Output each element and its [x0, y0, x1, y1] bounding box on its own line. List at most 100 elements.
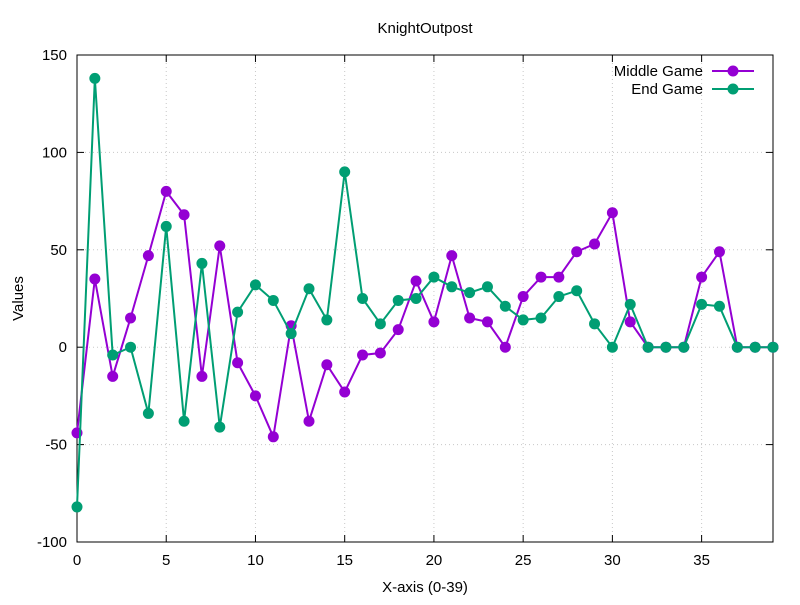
legend-marker	[727, 65, 739, 77]
legend-item: End Game	[631, 81, 754, 98]
grid-lines	[77, 55, 773, 542]
y-tick-label: -100	[37, 534, 67, 551]
data-point	[517, 314, 529, 326]
y-tick-label: -50	[45, 437, 67, 454]
series-group	[71, 72, 779, 513]
data-point	[464, 312, 476, 324]
data-point	[178, 209, 190, 221]
data-point	[553, 291, 565, 303]
data-point	[303, 415, 315, 427]
data-point	[606, 207, 618, 219]
data-point	[589, 318, 601, 330]
legend-label: End Game	[631, 81, 703, 98]
data-point	[285, 328, 297, 340]
data-point	[107, 370, 119, 382]
series-end-game	[71, 72, 779, 513]
legend-marker	[727, 83, 739, 95]
data-point	[481, 281, 493, 293]
data-point	[374, 318, 386, 330]
data-point	[446, 281, 458, 293]
legend-item: Middle Game	[614, 63, 754, 80]
y-tick-label: 0	[59, 339, 67, 356]
data-point	[499, 300, 511, 312]
data-point	[267, 294, 279, 306]
data-point	[196, 370, 208, 382]
data-point	[535, 312, 547, 324]
data-point	[481, 316, 493, 328]
data-point	[696, 271, 708, 283]
data-point	[303, 283, 315, 295]
x-tick-label: 10	[247, 552, 264, 569]
data-point	[749, 341, 761, 353]
data-point	[339, 386, 351, 398]
chart-title: KnightOutpost	[377, 20, 473, 37]
data-point	[107, 349, 119, 361]
legend-label: Middle Game	[614, 63, 703, 80]
y-tick-label: 150	[42, 47, 67, 64]
data-point	[267, 431, 279, 443]
data-point	[357, 293, 369, 304]
data-point	[713, 246, 725, 258]
data-point	[142, 407, 154, 419]
data-point	[249, 279, 261, 291]
data-point	[89, 273, 101, 285]
data-point	[767, 341, 779, 353]
data-point	[446, 250, 458, 262]
data-point	[392, 294, 404, 306]
data-point	[571, 285, 583, 297]
data-point	[624, 298, 636, 310]
y-tick-label: 100	[42, 144, 67, 161]
data-point	[178, 415, 190, 427]
data-point	[214, 240, 226, 252]
data-point	[713, 300, 725, 312]
y-axis-label: Values	[10, 276, 27, 321]
data-point	[642, 341, 654, 353]
data-point	[321, 359, 333, 371]
x-tick-label: 30	[604, 552, 621, 569]
axis-ticks: 0 5 10 15 20 25 30 35 -100 -50 0 50 100 150	[37, 47, 773, 569]
data-point	[357, 349, 369, 361]
data-point	[499, 341, 511, 353]
data-point	[428, 271, 440, 283]
data-point	[571, 246, 583, 258]
data-point	[464, 287, 476, 299]
data-point	[428, 316, 440, 328]
data-point	[196, 257, 208, 269]
series-line	[76, 78, 773, 507]
data-point	[249, 390, 261, 402]
y-tick-label: 50	[50, 242, 67, 259]
x-tick-label: 15	[336, 552, 353, 569]
data-point	[606, 341, 618, 353]
data-point	[125, 312, 137, 324]
data-point	[142, 250, 154, 262]
x-tick-label: 5	[162, 552, 170, 569]
data-point	[660, 341, 672, 353]
data-point	[321, 314, 333, 326]
data-point	[392, 324, 404, 336]
series-middle-game	[71, 185, 779, 443]
plot-border	[76, 54, 774, 543]
data-point	[517, 291, 529, 303]
x-axis-label: X-axis (0-39)	[382, 579, 468, 596]
x-tick-label: 20	[426, 552, 443, 569]
data-point	[339, 166, 351, 178]
data-point	[125, 341, 137, 353]
data-point	[535, 271, 547, 283]
data-point	[731, 341, 743, 353]
data-point	[696, 298, 708, 310]
data-point	[553, 271, 565, 283]
data-point	[232, 306, 244, 318]
x-tick-label: 25	[515, 552, 532, 569]
data-point	[160, 185, 172, 197]
data-point	[624, 316, 636, 328]
data-point	[410, 293, 422, 304]
x-tick-label: 0	[73, 552, 81, 569]
data-point	[374, 347, 386, 359]
data-point	[160, 220, 172, 232]
data-point	[71, 501, 83, 513]
data-point	[589, 238, 601, 250]
data-point	[410, 275, 422, 287]
